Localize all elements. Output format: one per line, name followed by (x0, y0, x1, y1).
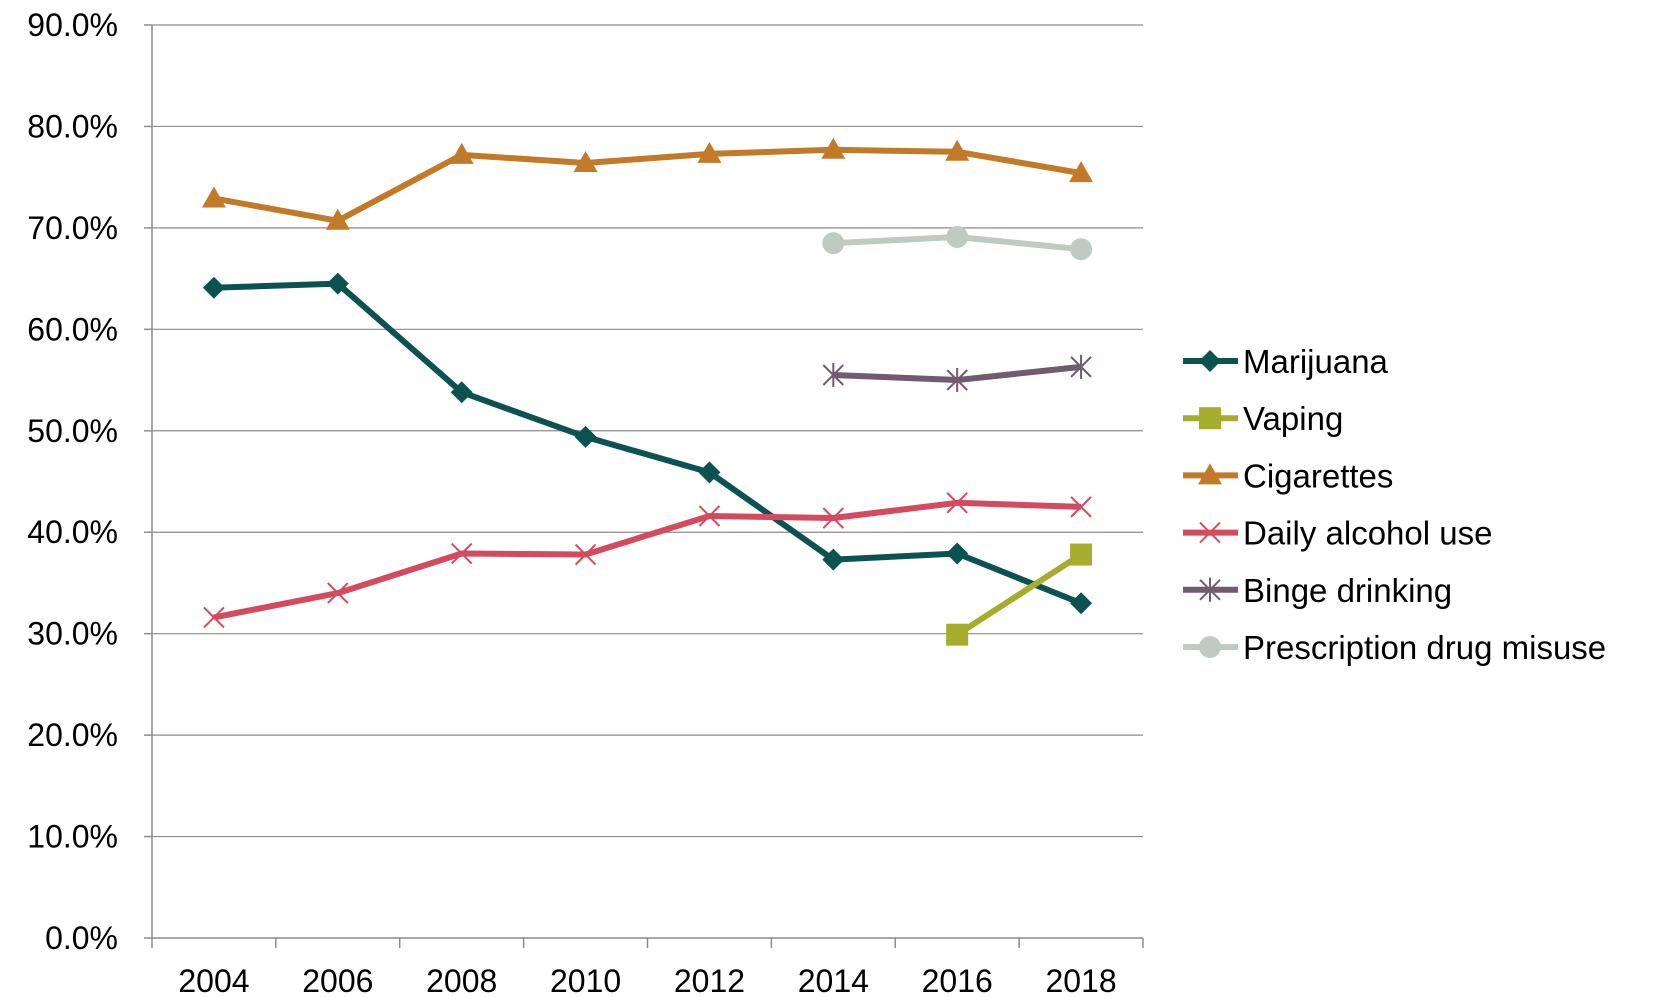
series-cigarettes (201, 137, 1094, 230)
data-point (1070, 592, 1093, 615)
x-tick-labels: 2004 2006 2008 2010 2012 2014 2016 2018 (178, 963, 1116, 997)
legend-marker (1199, 521, 1221, 544)
legend-marker (1199, 636, 1221, 658)
legend-marker (1198, 463, 1222, 485)
data-point (326, 272, 349, 295)
legend-marker (1199, 350, 1221, 372)
data-point (573, 150, 598, 172)
y-tick-label: 60.0% (27, 311, 118, 347)
data-point (1070, 496, 1092, 518)
data-point (1070, 354, 1092, 379)
legend: Marijuana Vaping Cigarettes Daily alcohol u… (1183, 343, 1606, 666)
data-point (822, 507, 845, 529)
legend-item-vaping: Vaping (1183, 400, 1343, 437)
legend-label: Marijuana (1243, 343, 1389, 380)
data-point (946, 226, 969, 249)
y-tick-label: 90.0% (27, 7, 118, 43)
x-tick-label: 2008 (426, 963, 497, 997)
y-tick-label: 30.0% (27, 616, 118, 652)
data-point (946, 492, 968, 514)
legend-item-daily-alcohol-use: Daily alcohol use (1183, 515, 1492, 552)
x-tick-label: 2012 (674, 963, 745, 997)
y-tick-labels: 0.0% 10.0% 20.0% 30.0% 40.0% 50.0% 60.0% 70.0% 8… (27, 7, 118, 956)
legend-item-prescription-drug-misuse: Prescription drug misuse (1183, 629, 1606, 666)
data-point (1069, 161, 1094, 183)
data-point (1070, 543, 1093, 566)
series-binge-drinking (822, 354, 1092, 393)
data-point (449, 142, 474, 164)
data-point (450, 542, 473, 565)
legend-marker (1199, 577, 1221, 602)
legend-item-cigarettes: Cigarettes (1183, 457, 1393, 494)
data-point (946, 623, 969, 646)
data-point (698, 505, 721, 527)
data-point (822, 232, 845, 255)
series-line (213, 499, 1082, 621)
data-point (327, 582, 349, 604)
data-point (945, 139, 970, 161)
legend-item-binge-drinking: Binge drinking (1183, 572, 1452, 609)
series-line (213, 280, 1083, 607)
y-tick-label: 40.0% (27, 514, 118, 550)
data-point (698, 461, 721, 484)
series-daily-alcohol-use (203, 492, 1092, 629)
x-tick-label: 2004 (178, 963, 249, 997)
y-tick-label: 50.0% (27, 413, 118, 449)
x-tick-label: 2010 (550, 963, 621, 997)
legend-label: Daily alcohol use (1243, 515, 1492, 552)
data-point (697, 141, 722, 163)
data-point (202, 276, 225, 299)
data-point (574, 543, 597, 566)
x-tick-label: 2006 (302, 963, 373, 997)
data-point (822, 362, 845, 387)
data-point (822, 548, 845, 571)
data-point (1070, 238, 1093, 261)
y-tick-label: 0.0% (45, 920, 118, 956)
series-prescription-drug-misuse (822, 226, 1093, 261)
series-lines (201, 137, 1094, 646)
series-line (955, 552, 1083, 638)
x-tick-label: 2018 (1045, 963, 1116, 997)
legend-label: Binge drinking (1243, 572, 1452, 609)
y-tick-label: 70.0% (27, 210, 118, 246)
data-point (946, 542, 969, 565)
y-tick-label: 10.0% (27, 819, 118, 855)
series-marijuana (202, 272, 1093, 615)
y-tick-label: 20.0% (27, 717, 118, 753)
legend-label: Cigarettes (1243, 457, 1393, 494)
data-point (325, 208, 350, 230)
data-point (450, 381, 473, 404)
legend-item-marijuana: Marijuana (1183, 343, 1389, 380)
data-point (821, 137, 846, 159)
x-tick-label: 2014 (798, 963, 869, 997)
data-point (946, 368, 968, 393)
gridlines (152, 24, 1143, 838)
axes (144, 24, 1144, 948)
legend-label: Vaping (1243, 400, 1343, 437)
series-line (213, 146, 1082, 224)
y-tick-label: 80.0% (27, 108, 118, 144)
series-vaping (946, 543, 1093, 646)
legend-marker (1199, 407, 1221, 430)
data-point (203, 606, 225, 629)
data-point (201, 186, 226, 208)
data-point (574, 425, 597, 448)
x-tick-label: 2016 (922, 963, 993, 997)
legend-label: Prescription drug misuse (1243, 629, 1606, 666)
